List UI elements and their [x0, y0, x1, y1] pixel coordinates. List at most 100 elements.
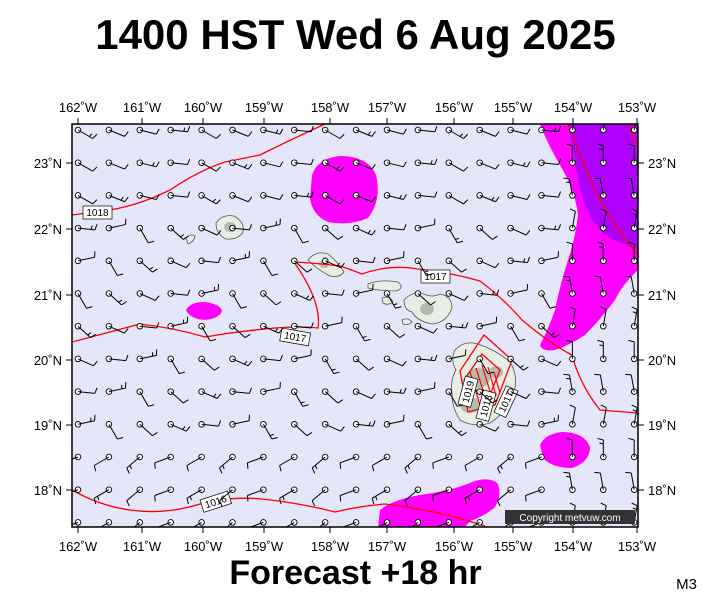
- wind-barb: [383, 126, 407, 135]
- wind-barb: [260, 354, 283, 363]
- wind-barb: [352, 388, 376, 399]
- wind-barb: [538, 387, 562, 395]
- wind-barb: [133, 519, 144, 527]
- wind-barb: [321, 192, 345, 205]
- lat-label-left: 23˚N: [34, 156, 62, 171]
- wind-barb: [136, 159, 160, 168]
- wind-barb: [321, 421, 345, 432]
- wind-barb: [229, 290, 247, 309]
- wind-barb: [507, 192, 531, 200]
- wind-barb: [507, 283, 529, 297]
- wind-barb: [445, 159, 469, 172]
- lon-label-bottom: 161˚W: [123, 539, 162, 554]
- wind-barb: [311, 486, 329, 507]
- wind-barb: [318, 519, 329, 527]
- wind-barb: [600, 404, 607, 428]
- lat-label-left: 21˚N: [34, 288, 62, 303]
- wind-barb: [229, 192, 253, 203]
- lon-label-bottom: 159˚W: [245, 539, 284, 554]
- wind-barb: [497, 486, 514, 507]
- wind-barb: [352, 126, 376, 137]
- wind-barb: [525, 453, 545, 469]
- wind-barb: [414, 382, 436, 395]
- wind-barb: [105, 290, 127, 306]
- isobar-label-box: [475, 389, 497, 422]
- lon-label-top: 156˚W: [435, 100, 474, 115]
- wind-barb: [497, 453, 514, 474]
- wind-barb: [538, 158, 562, 166]
- lat-label-right: 22˚N: [648, 222, 676, 237]
- wind-barb: [167, 355, 186, 375]
- wind-barb: [105, 257, 124, 277]
- wind-barb: [136, 290, 160, 301]
- wind-barb: [414, 191, 438, 199]
- lon-label-bottom: 158˚W: [311, 539, 350, 554]
- wind-barb: [72, 453, 82, 461]
- wind-barb: [414, 354, 438, 363]
- wind-barb: [507, 224, 531, 236]
- wind-barb: [414, 322, 438, 334]
- wind-barb: [74, 192, 98, 205]
- wind-barb: [105, 218, 127, 232]
- island-kahoolawe: [401, 318, 413, 326]
- wind-barb: [476, 224, 498, 240]
- wind-barb: [136, 349, 158, 363]
- wind-barb: [434, 519, 453, 527]
- wind-barb: [136, 388, 155, 407]
- wind-barb: [198, 388, 222, 399]
- wind-barb: [198, 126, 221, 139]
- wind-barb: [229, 251, 250, 265]
- wind-barb: [432, 453, 453, 469]
- isobar-ne-1: [567, 124, 638, 256]
- wind-barb: [105, 354, 129, 363]
- precip-area-southeast: [540, 432, 590, 468]
- wind-barb: [371, 453, 391, 472]
- wind-barb: [625, 275, 638, 297]
- wind-barb: [291, 191, 314, 199]
- wind-barb: [321, 355, 340, 375]
- wind-barb: [339, 453, 360, 469]
- wind-barb: [476, 257, 500, 269]
- wind-barb: [569, 208, 576, 232]
- wind-barb: [105, 382, 127, 395]
- wind-barb: [476, 159, 500, 170]
- wind-barb: [383, 414, 405, 428]
- wind-barb: [476, 421, 500, 432]
- wind-barb: [260, 192, 284, 200]
- precip-area-kauai-north: [310, 156, 378, 224]
- wind-barb: [260, 126, 284, 135]
- lon-label-bottom: 160˚W: [184, 539, 223, 554]
- wind-barb: [352, 420, 376, 428]
- wind-barb: [291, 125, 314, 134]
- wind-barb: [538, 355, 562, 367]
- lon-label-bottom: 157˚W: [368, 539, 407, 554]
- wind-barb: [476, 316, 498, 330]
- wind-barb: [291, 388, 309, 407]
- lon-label-top: 162˚W: [59, 100, 98, 115]
- wind-barb: [321, 159, 345, 172]
- lon-label-bottom: 162˚W: [59, 539, 98, 554]
- wind-barb: [136, 192, 160, 200]
- wind-barb: [404, 453, 422, 474]
- wind-barb: [229, 322, 251, 338]
- wind-barb: [74, 251, 96, 265]
- forecast-label: Forecast +18 hr: [229, 554, 482, 592]
- wind-barb: [167, 257, 191, 269]
- wind-barb: [226, 519, 236, 527]
- isobar-label-box: [420, 269, 451, 284]
- axis-labels: 162˚W 162˚W 161˚W 161˚W 160˚W 160˚W 159˚W 159˚W…: [34, 100, 676, 554]
- wind-barb: [630, 404, 638, 428]
- wind-barb: [445, 322, 469, 330]
- wind-barb: [383, 224, 407, 232]
- wind-barb: [352, 159, 376, 170]
- precip-area-small-west: [186, 302, 222, 320]
- wind-barb: [594, 177, 607, 199]
- wind-barb: [321, 126, 345, 139]
- wind-barb: [198, 355, 220, 371]
- wind-barb: [198, 420, 222, 428]
- wind-barb: [566, 241, 576, 265]
- wind-barb: [507, 355, 529, 371]
- lat-label-right: 21˚N: [648, 288, 676, 303]
- wind-barb: [352, 192, 376, 203]
